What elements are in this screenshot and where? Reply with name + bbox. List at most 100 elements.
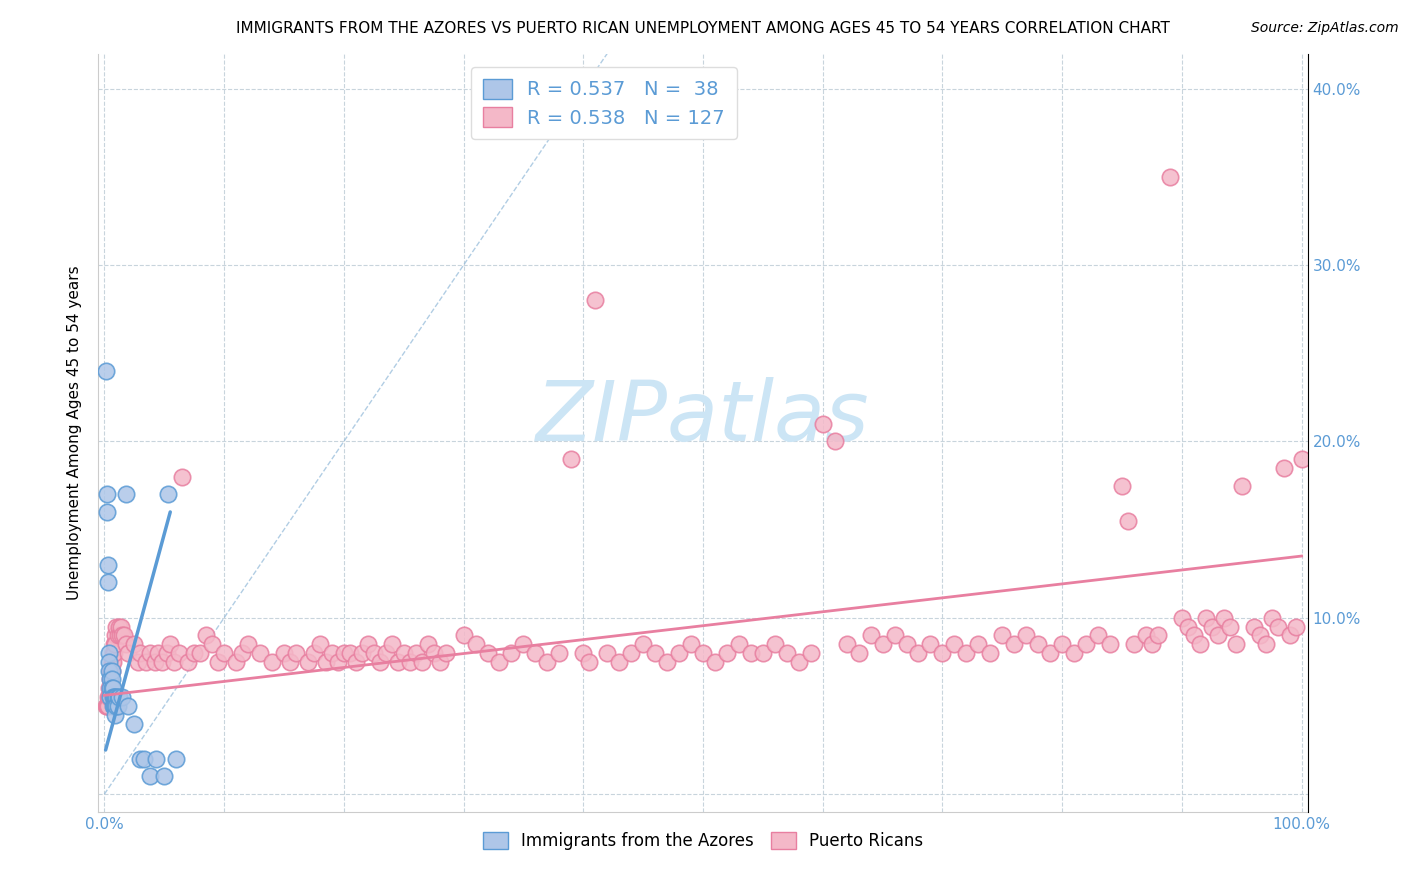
Point <box>105 619 128 633</box>
Point <box>920 637 942 651</box>
Point <box>339 646 361 660</box>
Legend: Immigrants from the Azores, Puerto Ricans: Immigrants from the Azores, Puerto Rican… <box>477 825 929 856</box>
Point <box>112 628 135 642</box>
Point <box>668 646 690 660</box>
Point <box>1002 637 1025 651</box>
Point <box>94 364 117 378</box>
Point <box>100 681 122 696</box>
Point <box>434 646 457 660</box>
Point <box>787 655 810 669</box>
Point <box>104 637 127 651</box>
Point <box>763 637 786 651</box>
Point <box>1135 628 1157 642</box>
Point <box>115 487 138 501</box>
Point <box>1063 646 1085 660</box>
Point <box>620 646 643 660</box>
Point <box>100 673 122 687</box>
Point <box>655 655 678 669</box>
Point <box>692 646 714 660</box>
Point <box>104 690 127 705</box>
Point <box>103 690 125 705</box>
Point <box>411 655 433 669</box>
Point <box>107 628 129 642</box>
Point <box>103 637 125 651</box>
Point <box>464 637 486 651</box>
Point <box>315 655 337 669</box>
Point <box>453 628 475 642</box>
Point <box>1243 619 1265 633</box>
Point <box>943 637 966 651</box>
Point <box>108 628 131 642</box>
Point <box>143 655 166 669</box>
Y-axis label: Unemployment Among Ages 45 to 54 years: Unemployment Among Ages 45 to 54 years <box>67 265 83 600</box>
Point <box>107 690 129 705</box>
Point <box>1278 628 1301 642</box>
Point <box>107 698 129 713</box>
Point <box>679 637 702 651</box>
Point <box>1254 637 1277 651</box>
Point <box>167 646 190 660</box>
Point <box>1225 637 1247 651</box>
Point <box>596 646 619 660</box>
Point <box>1201 619 1223 633</box>
Point <box>163 655 186 669</box>
Point <box>231 646 253 660</box>
Point <box>381 637 404 651</box>
Point <box>512 637 534 651</box>
Point <box>429 655 451 669</box>
Point <box>387 655 409 669</box>
Point <box>326 655 349 669</box>
Point <box>100 673 122 687</box>
Point <box>824 434 846 449</box>
Point <box>931 646 953 660</box>
Point <box>896 637 918 651</box>
Point <box>97 698 120 713</box>
Point <box>422 646 444 660</box>
Point <box>101 655 124 669</box>
Point <box>536 655 558 669</box>
Point <box>357 637 380 651</box>
Point <box>1212 611 1234 625</box>
Point <box>201 637 224 651</box>
Point <box>1099 637 1122 651</box>
Point <box>1116 514 1139 528</box>
Point <box>124 716 146 731</box>
Point <box>117 698 139 713</box>
Point <box>967 637 990 651</box>
Point <box>260 655 283 669</box>
Point <box>101 681 124 696</box>
Point <box>148 646 170 660</box>
Point <box>103 698 125 713</box>
Point <box>97 558 120 572</box>
Point <box>1219 619 1241 633</box>
Point <box>548 646 571 660</box>
Point <box>110 619 132 633</box>
Point <box>105 690 128 705</box>
Point <box>991 628 1014 642</box>
Point <box>1267 619 1289 633</box>
Point <box>129 752 152 766</box>
Point <box>94 698 117 713</box>
Point <box>97 575 120 590</box>
Point <box>207 655 229 669</box>
Point <box>321 646 343 660</box>
Point <box>100 664 122 678</box>
Point <box>139 769 162 783</box>
Point <box>96 505 118 519</box>
Point <box>132 752 155 766</box>
Point <box>101 690 124 705</box>
Point <box>728 637 751 651</box>
Point <box>752 646 775 660</box>
Point <box>1050 637 1073 651</box>
Point <box>333 646 356 660</box>
Point <box>644 646 666 660</box>
Point <box>100 690 122 705</box>
Point <box>183 646 205 660</box>
Point <box>955 646 977 660</box>
Point <box>165 752 187 766</box>
Point <box>145 752 167 766</box>
Point <box>1182 628 1205 642</box>
Point <box>124 637 146 651</box>
Point <box>153 769 176 783</box>
Point <box>273 646 295 660</box>
